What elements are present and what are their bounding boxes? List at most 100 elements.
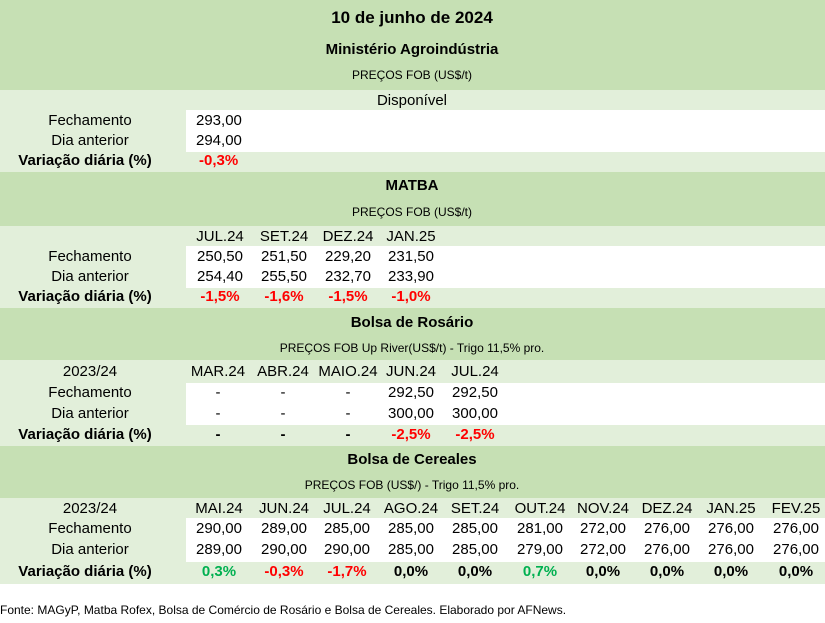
- s1-dia-anterior: 294,00: [196, 132, 242, 149]
- s3-label-fechamento: Fechamento: [48, 384, 132, 401]
- s4-col-header: OUT.24: [514, 500, 566, 517]
- s2-variacao: -1,0%: [391, 288, 431, 305]
- s4-variacao: -1,7%: [327, 563, 367, 580]
- s2-fechamento: 250,50: [197, 248, 243, 265]
- s1-variacao: -0,3%: [199, 152, 239, 169]
- s2-header: MATBA PREÇOS FOB (US$/t): [0, 172, 825, 226]
- s4-variacao: 0,7%: [522, 563, 558, 580]
- s4-fechamento: 276,00: [708, 520, 754, 537]
- s3-label-year: 2023/24: [62, 363, 118, 380]
- s2-title: MATBA: [385, 177, 439, 194]
- s4-body: 2023/24 Fechamento Dia anterior Variação…: [0, 498, 825, 584]
- s3-body: 2023/24 Fechamento Dia anterior Variação…: [0, 360, 825, 446]
- s2-subtitle: PREÇOS FOB (US$/t): [351, 205, 473, 219]
- s4-variacao: 0,0%: [649, 563, 685, 580]
- s1-subtitle: PREÇOS FOB (US$/t): [351, 68, 473, 82]
- title-band: 10 de junho de 2024: [0, 0, 825, 38]
- s4-dia-anterior: 290,00: [261, 541, 307, 558]
- s2-values-bg: [186, 246, 825, 288]
- s3-dia-anterior: -: [345, 405, 351, 422]
- s1-label-fechamento: Fechamento: [48, 112, 132, 129]
- s4-col-header: DEZ.24: [641, 500, 693, 517]
- s3-col-header: JUL.24: [451, 363, 499, 380]
- s2-label-variacao: Variação diária (%): [18, 288, 152, 305]
- s1-header: Ministério Agroindústria PREÇOS FOB (US$…: [0, 38, 825, 90]
- s3-col-header: ABR.24: [257, 363, 309, 380]
- s4-dia-anterior: 272,00: [580, 541, 626, 558]
- s4-fechamento: 281,00: [517, 520, 563, 537]
- s4-fechamento: 285,00: [324, 520, 370, 537]
- s1-label-variacao: Variação diária (%): [18, 152, 152, 169]
- s3-dia-anterior: 300,00: [388, 405, 434, 422]
- s4-variacao: 0,3%: [201, 563, 237, 580]
- s4-col-header: AGO.24: [383, 500, 439, 517]
- s3-fechamento: -: [280, 384, 286, 401]
- s2-col-header: DEZ.24: [322, 228, 374, 245]
- s4-dia-anterior: 289,00: [196, 541, 242, 558]
- s2-body: Fechamento Dia anterior Variação diária …: [0, 226, 825, 308]
- s4-fechamento: 276,00: [773, 520, 819, 537]
- s3-fechamento: 292,50: [452, 384, 498, 401]
- s3-dia-anterior: -: [280, 405, 286, 422]
- s3-col-header: MAIO.24: [318, 363, 378, 380]
- s2-variacao: -1,6%: [264, 288, 304, 305]
- s4-col-header: FEV.25: [771, 500, 821, 517]
- s1-col-header: Disponível: [376, 92, 448, 109]
- s3-title: Bolsa de Rosário: [350, 314, 474, 331]
- s4-subtitle: PREÇOS FOB (US$/) - Trigo 11,5% pro.: [304, 478, 520, 492]
- s2-col-header: JUL.24: [196, 228, 244, 245]
- s2-label-dia-anterior: Dia anterior: [51, 268, 129, 285]
- s3-label-dia-anterior: Dia anterior: [51, 405, 129, 422]
- s3-variacao: -: [215, 426, 221, 443]
- s4-dia-anterior: 285,00: [388, 541, 434, 558]
- s2-fechamento: 251,50: [261, 248, 307, 265]
- s3-col-header: JUN.24: [385, 363, 437, 380]
- s2-dia-anterior: 232,70: [325, 268, 371, 285]
- s2-fechamento: 229,20: [325, 248, 371, 265]
- s4-col-header: JAN.25: [706, 500, 756, 517]
- s4-dia-anterior: 276,00: [773, 541, 819, 558]
- s1-title: Ministério Agroindústria: [325, 41, 499, 58]
- s4-label-fechamento: Fechamento: [48, 520, 132, 537]
- s1-values-bg: [186, 110, 825, 152]
- s2-col-header: JAN.25: [386, 228, 436, 245]
- source-footnote: Fonte: MAGyP, Matba Rofex, Bolsa de Comé…: [0, 603, 567, 617]
- s2-fechamento: 231,50: [388, 248, 434, 265]
- s4-col-header: MAI.24: [195, 500, 243, 517]
- s4-col-header: SET.24: [450, 500, 500, 517]
- s4-values-bg: [186, 518, 825, 562]
- s4-fechamento: 272,00: [580, 520, 626, 537]
- s4-variacao: -0,3%: [264, 563, 304, 580]
- s4-dia-anterior: 276,00: [644, 541, 690, 558]
- s4-header: Bolsa de Cereales PREÇOS FOB (US$/) - Tr…: [0, 446, 825, 498]
- page-title: 10 de junho de 2024: [331, 8, 493, 27]
- s2-variacao: -1,5%: [328, 288, 368, 305]
- s2-col-header: SET.24: [259, 228, 309, 245]
- s3-fechamento: -: [345, 384, 351, 401]
- s4-dia-anterior: 290,00: [324, 541, 370, 558]
- s4-fechamento: 285,00: [388, 520, 434, 537]
- s2-label-fechamento: Fechamento: [48, 248, 132, 265]
- s3-dia-anterior: -: [215, 405, 221, 422]
- s3-variacao: -2,5%: [391, 426, 431, 443]
- s1-body: Disponível Fechamento Dia anterior Varia…: [0, 90, 825, 172]
- s3-variacao: -: [280, 426, 286, 443]
- s3-subtitle: PREÇOS FOB Up River(US$/t) - Trigo 11,5%…: [279, 341, 545, 355]
- s3-values-bg: [186, 383, 825, 425]
- s3-variacao: -: [345, 426, 351, 443]
- s2-dia-anterior: 233,90: [388, 268, 434, 285]
- s3-label-variacao: Variação diária (%): [18, 426, 152, 443]
- s3-fechamento: 292,50: [388, 384, 434, 401]
- s3-fechamento: -: [215, 384, 221, 401]
- s3-col-header: MAR.24: [190, 363, 246, 380]
- s4-variacao: 0,0%: [393, 563, 429, 580]
- s4-dia-anterior: 276,00: [708, 541, 754, 558]
- s4-fechamento: 290,00: [196, 520, 242, 537]
- s4-variacao: 0,0%: [457, 563, 493, 580]
- s4-col-header: JUN.24: [258, 500, 310, 517]
- s4-label-year: 2023/24: [62, 500, 118, 517]
- s4-fechamento: 289,00: [261, 520, 307, 537]
- s3-variacao: -2,5%: [455, 426, 495, 443]
- s4-fechamento: 285,00: [452, 520, 498, 537]
- s4-variacao: 0,0%: [713, 563, 749, 580]
